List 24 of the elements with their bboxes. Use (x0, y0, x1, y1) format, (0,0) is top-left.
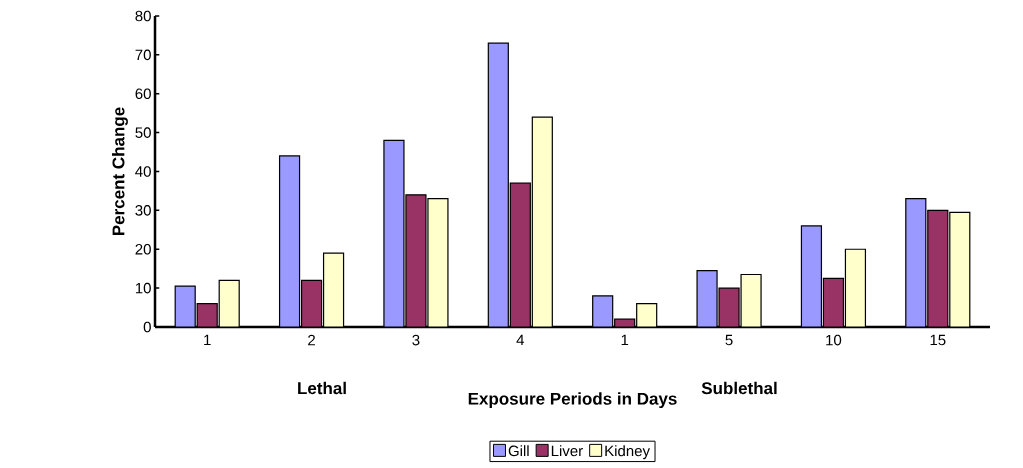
x-tick-label: 1 (621, 334, 629, 346)
y-tick-label: 10 (135, 282, 151, 294)
x-tick-label: 4 (516, 334, 525, 346)
y-tick-label: 80 (135, 10, 151, 22)
x-tick-label: 1 (204, 334, 211, 346)
x-tick-label: 5 (725, 334, 733, 346)
text: Lethal (298, 381, 346, 395)
x-tick-label: 3 (412, 334, 420, 346)
legend-label: Liver (551, 445, 583, 457)
x-tick-label: 2 (308, 334, 315, 346)
legend-label: Gill (508, 445, 529, 457)
x-axis-title: Exposure Periods in Days (468, 392, 677, 409)
y-tick-label: 70 (135, 49, 151, 61)
y-tick-label: 0 (143, 321, 151, 333)
x-tick-label: 10 (826, 334, 842, 346)
y-tick-label: 60 (135, 88, 151, 100)
y-tick-label: 40 (135, 166, 151, 177)
y-tick-label: 50 (135, 127, 151, 138)
y-axis-title: Percent Change (112, 107, 128, 236)
x-tick-label: 15 (930, 334, 946, 346)
legend-label: Kidney (605, 445, 650, 460)
y-tick-label: 20 (135, 243, 151, 255)
y-tick-label: 30 (135, 205, 151, 216)
text: Sublethal (701, 381, 777, 395)
